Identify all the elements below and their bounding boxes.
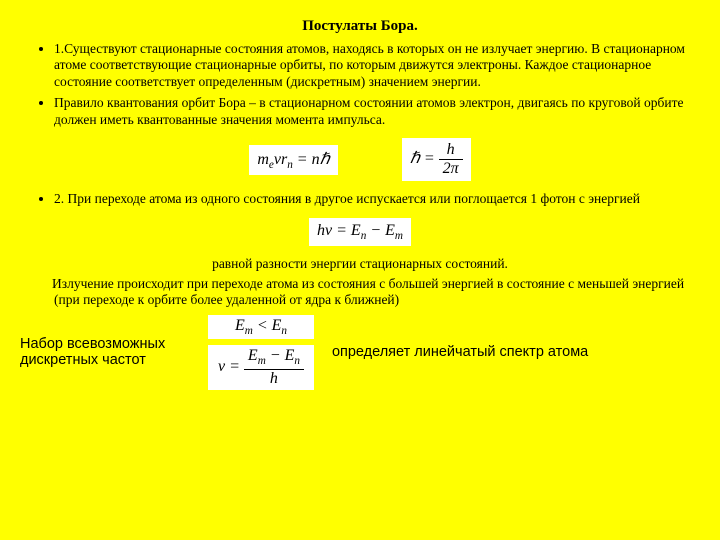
formula-energy-compare: Em < En <box>208 315 314 339</box>
bullet-list-2: 2. При переходе атома из одного состояни… <box>30 191 690 207</box>
left-side-text: Набор всевозможных дискретных частот <box>20 336 190 369</box>
formula-column: Em < En v = Em − Enh <box>208 315 314 390</box>
right-side-text: определяет линейчатый спектр атома <box>332 344 690 361</box>
formula-row-2: hv = En − Em <box>30 218 690 246</box>
list-item: Правило квантования орбит Бора – в стаци… <box>54 95 690 128</box>
formula-photon-energy: hv = En − Em <box>309 218 411 246</box>
list-item: 2. При переходе атома из одного состояни… <box>54 191 690 207</box>
bottom-row: Набор всевозможных дискретных частот Em … <box>30 315 690 390</box>
formula-angular-momentum: mevrn = nℏ <box>249 145 337 175</box>
bullet-list: 1.Существуют стационарные состояния атом… <box>30 41 690 128</box>
formula-hbar: ℏ = h2π <box>402 138 471 181</box>
list-item: 1.Существуют стационарные состояния атом… <box>54 41 690 90</box>
paragraph: Излучение происходит при переходе атома … <box>30 276 690 309</box>
formula-frequency: v = Em − Enh <box>208 345 314 389</box>
subtext-line: равной разности энергии стационарных сос… <box>30 256 690 272</box>
page-title: Постулаты Бора. <box>30 18 690 35</box>
formula-row-1: mevrn = nℏ ℏ = h2π <box>30 138 690 181</box>
